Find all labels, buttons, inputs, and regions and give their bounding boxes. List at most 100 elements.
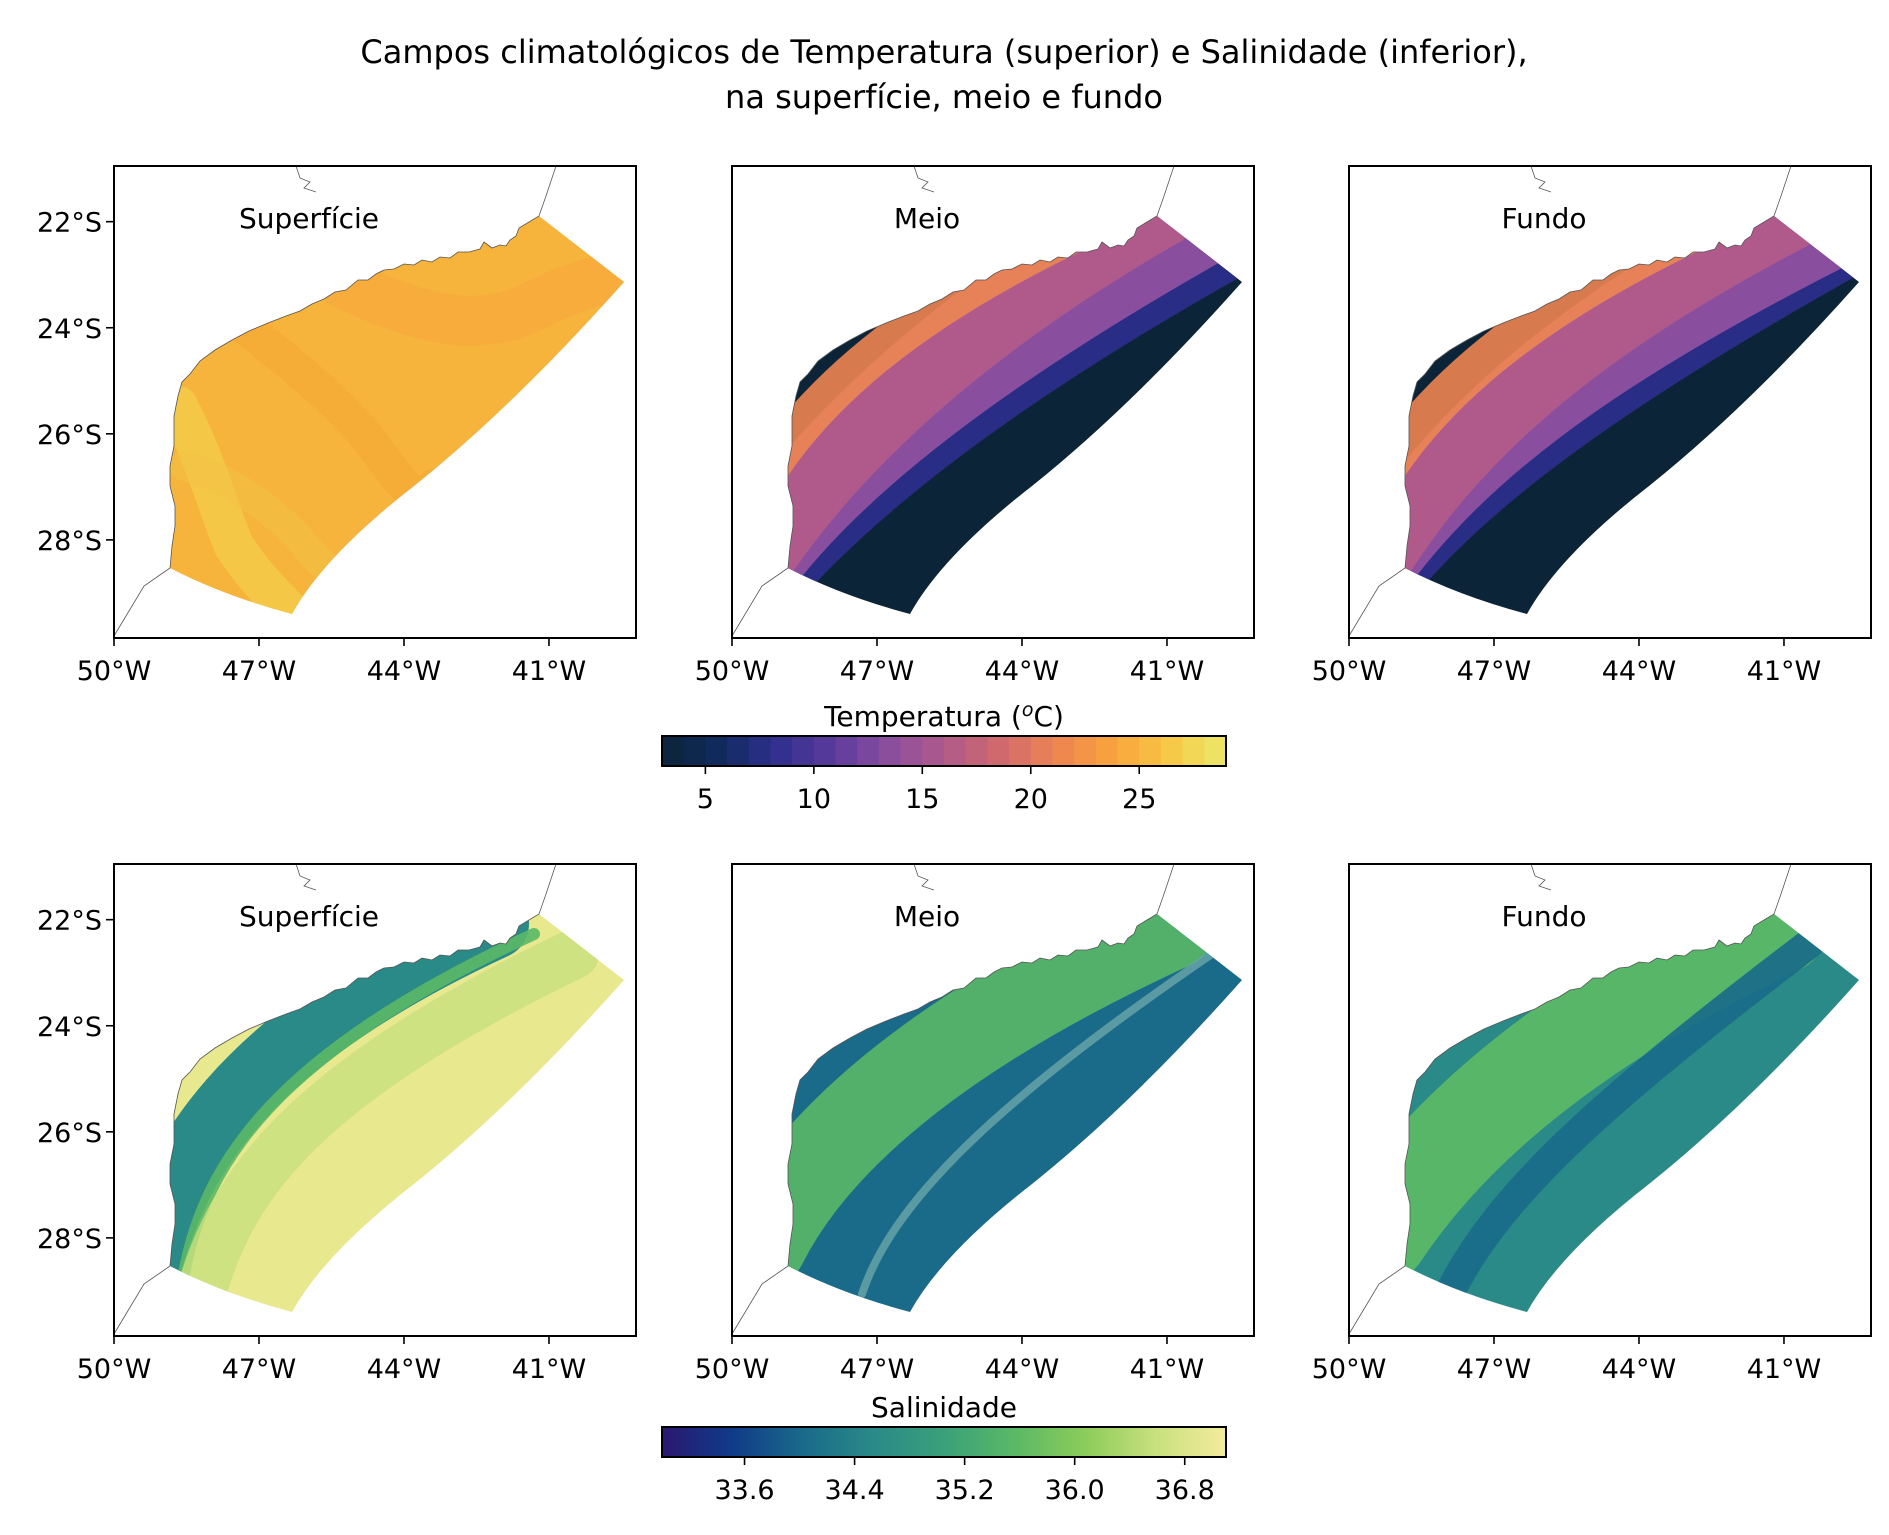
title-line-1: Campos climatológicos de Temperatura (su… (360, 33, 1527, 71)
panel-frame (113, 863, 637, 1337)
panel-frame (1348, 863, 1872, 1337)
lon-tick-label: 50°W (695, 656, 770, 687)
field-contour (179, 929, 599, 1309)
colorbar-tick-label: 36.0 (1045, 1475, 1105, 1506)
lat-tick-label: 28°S (37, 1224, 102, 1255)
lon-tick-label: 44°W (1602, 1354, 1677, 1385)
colorbar-label: Temperatura (oC) (823, 699, 1064, 733)
colorbar-bin (922, 736, 945, 766)
colorbar-bin (705, 736, 728, 766)
colorbar-bin (770, 736, 793, 766)
field-contour (170, 386, 312, 614)
field-contour (788, 216, 1202, 586)
field-contour (1434, 929, 1824, 1309)
field-contour (1405, 216, 1824, 591)
colorbar-bin (727, 736, 750, 766)
panel-frame (731, 863, 1255, 1337)
colorbar-bin (1117, 736, 1140, 766)
colorbar-bin (792, 736, 815, 766)
colorbar-bin (1074, 736, 1097, 766)
lon-tick-label: 44°W (367, 1354, 442, 1385)
field-contour (858, 950, 1216, 1298)
field-contour (170, 914, 529, 1309)
coastline (731, 863, 1175, 1335)
colorbar-gradient (662, 1427, 1226, 1457)
panel-frame (731, 165, 1255, 639)
panel-frame (113, 165, 637, 639)
river-outline (295, 863, 317, 891)
lat-tick-label: 26°S (37, 1118, 102, 1149)
colorbar-tick-label: 35.2 (935, 1475, 995, 1506)
lon-tick-label: 44°W (1602, 656, 1677, 687)
colorbar-tick-label: 36.8 (1155, 1475, 1215, 1506)
panel-label: Fundo (1502, 202, 1587, 235)
lon-tick-label: 44°W (985, 1354, 1060, 1385)
panel-salinidade-sal_sup: Superfície 50°W 47°W 44°W 41°W 22°S 24°S 26°S 28… (37, 863, 637, 1385)
lat-tick-label: 24°S (37, 1012, 102, 1043)
lat-tick-label: 26°S (37, 420, 102, 451)
coastline (113, 165, 557, 637)
lon-tick-label: 50°W (77, 656, 152, 687)
map-panels: Superfície 50°W 47°W 44°W 41°W 22°S 24°S 26°S 28… (37, 165, 1872, 1385)
colorbar-bin (878, 736, 902, 766)
panel-label: Superfície (239, 202, 379, 235)
field-contour (178, 928, 540, 1280)
colorbar-frame (661, 735, 1227, 767)
colorbar-tick-label: 25 (1122, 784, 1156, 815)
panel-frame (1348, 165, 1872, 639)
colorbar-tick-label: 10 (797, 784, 831, 815)
colorbar-bin (987, 736, 1010, 766)
panel-salinidade-sal_meio: Meio 50°W 47°W 44°W 41°W (695, 863, 1255, 1385)
lon-tick-label: 50°W (695, 1354, 770, 1385)
colorbar-salinidade: Salinidade 33.6 34.4 35.2 36.0 36.8 (661, 1391, 1227, 1506)
panel-temperatura-temp_fundo: Fundo 50°W 47°W 44°W 41°W (1312, 165, 1872, 687)
lon-tick-label: 47°W (840, 1354, 915, 1385)
lat-tick-label: 22°S (37, 208, 102, 239)
colorbar-bin (1030, 736, 1054, 766)
lon-tick-label: 41°W (1130, 1354, 1205, 1385)
lon-tick-label: 50°W (1312, 656, 1387, 687)
lon-tick-label: 50°W (1312, 1354, 1387, 1385)
lon-tick-label: 41°W (1747, 656, 1822, 687)
colorbar-bin (900, 736, 923, 766)
colorbar-tick-label: 33.6 (714, 1475, 774, 1506)
colorbar-label: Salinidade (871, 1391, 1017, 1424)
colorbar-bin (1009, 736, 1032, 766)
lon-tick-label: 47°W (840, 656, 915, 687)
colorbar-bin (857, 736, 880, 766)
colorbar-bin (1204, 736, 1227, 766)
colorbar-tick-label: 15 (905, 784, 939, 815)
coastline (113, 863, 557, 1335)
coastline (1348, 165, 1792, 637)
colorbar-bin (1052, 736, 1075, 766)
river-outline (913, 165, 935, 193)
colorbar-bin (944, 736, 967, 766)
lat-tick-label: 28°S (37, 526, 102, 557)
colorbar-bin (748, 736, 772, 766)
river-outline (1530, 165, 1552, 193)
lat-tick-label: 22°S (37, 906, 102, 937)
colorbar-bin (1182, 736, 1205, 766)
colorbar-bin (813, 736, 837, 766)
lon-tick-label: 41°W (512, 1354, 587, 1385)
colorbar-tick-label: 5 (697, 784, 714, 815)
lon-tick-label: 47°W (1457, 1354, 1532, 1385)
river-outline (913, 863, 935, 891)
lon-tick-label: 41°W (512, 656, 587, 687)
coastline (731, 165, 1175, 637)
colorbar-bin (1139, 736, 1162, 766)
panel-label: Meio (894, 900, 960, 933)
panel-temperatura-temp_sup: Superfície 50°W 47°W 44°W 41°W 22°S 24°S 26°S 28… (37, 165, 637, 687)
colorbar-tick-label: 34.4 (825, 1475, 885, 1506)
lon-tick-label: 44°W (367, 656, 442, 687)
title-line-2: na superfície, meio e fundo (725, 78, 1163, 116)
colorbar-bin (965, 736, 988, 766)
colorbar-bin (1160, 736, 1184, 766)
panel-salinidade-sal_fundo: Fundo 50°W 47°W 44°W 41°W (1312, 863, 1872, 1385)
panel-label: Superfície (239, 900, 379, 933)
panel-temperatura-temp_meio: Meio 50°W 47°W 44°W 41°W (695, 165, 1255, 687)
field-contour (319, 255, 624, 346)
lon-tick-label: 47°W (1457, 656, 1532, 687)
lon-tick-label: 41°W (1747, 1354, 1822, 1385)
